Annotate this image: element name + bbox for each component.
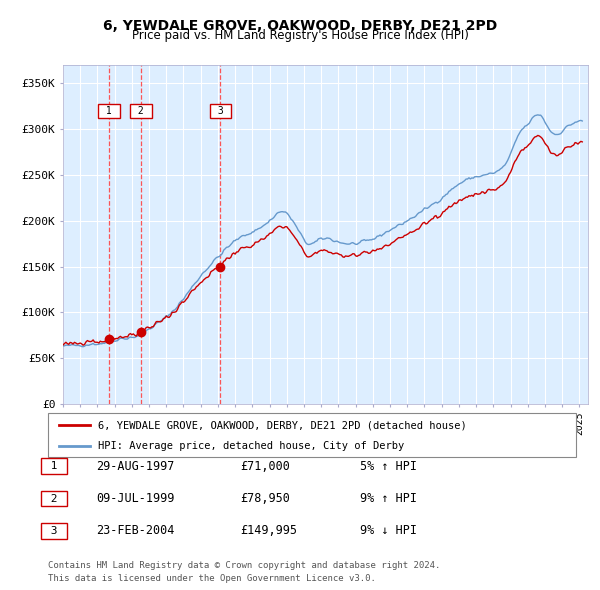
Text: £149,995: £149,995 bbox=[240, 525, 297, 537]
Text: 6, YEWDALE GROVE, OAKWOOD, DERBY, DE21 2PD: 6, YEWDALE GROVE, OAKWOOD, DERBY, DE21 2… bbox=[103, 19, 497, 34]
Text: £78,950: £78,950 bbox=[240, 492, 290, 505]
Text: 3: 3 bbox=[212, 106, 229, 116]
Text: HPI: Average price, detached house, City of Derby: HPI: Average price, detached house, City… bbox=[98, 441, 404, 451]
Text: Contains HM Land Registry data © Crown copyright and database right 2024.
This d: Contains HM Land Registry data © Crown c… bbox=[48, 562, 440, 583]
Text: 29-AUG-1997: 29-AUG-1997 bbox=[96, 460, 175, 473]
FancyBboxPatch shape bbox=[48, 413, 576, 457]
Text: 23-FEB-2004: 23-FEB-2004 bbox=[96, 525, 175, 537]
Text: 09-JUL-1999: 09-JUL-1999 bbox=[96, 492, 175, 505]
Text: £71,000: £71,000 bbox=[240, 460, 290, 473]
Text: 1: 1 bbox=[100, 106, 118, 116]
Text: 1: 1 bbox=[44, 461, 64, 471]
Text: 2: 2 bbox=[132, 106, 149, 116]
Text: 3: 3 bbox=[44, 526, 64, 536]
Text: Price paid vs. HM Land Registry's House Price Index (HPI): Price paid vs. HM Land Registry's House … bbox=[131, 30, 469, 42]
Text: 9% ↑ HPI: 9% ↑ HPI bbox=[360, 492, 417, 505]
Text: 6, YEWDALE GROVE, OAKWOOD, DERBY, DE21 2PD (detached house): 6, YEWDALE GROVE, OAKWOOD, DERBY, DE21 2… bbox=[98, 421, 467, 430]
Text: 2: 2 bbox=[44, 494, 64, 503]
Text: 5% ↑ HPI: 5% ↑ HPI bbox=[360, 460, 417, 473]
Text: 9% ↓ HPI: 9% ↓ HPI bbox=[360, 525, 417, 537]
